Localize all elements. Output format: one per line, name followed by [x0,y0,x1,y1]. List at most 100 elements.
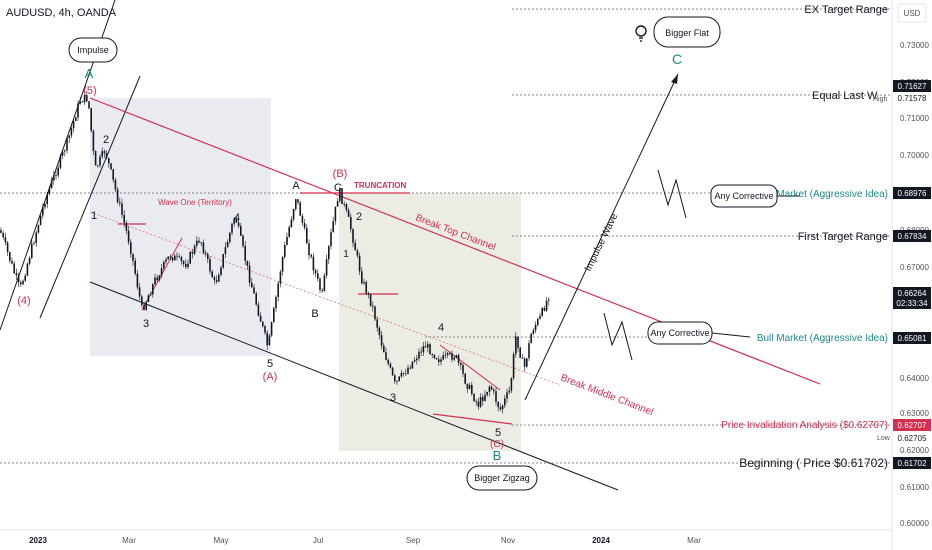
price-tag-bg [893,432,931,444]
candle-body [361,271,363,284]
candle-body [72,121,75,129]
candle-body [193,245,196,254]
candle-body [482,397,484,401]
candle-body [449,352,451,354]
candle-body [402,372,405,374]
candle-body [125,222,128,231]
candle-body [66,138,68,151]
candle-body [508,390,510,393]
candle-body [141,296,143,305]
candle-body [356,250,359,256]
candle-body [134,260,136,274]
candle-body [101,151,103,157]
candle-body [321,289,323,291]
correction-zone [339,193,521,451]
candle-body [328,246,330,260]
candle-body [435,358,438,360]
candle-body [253,287,255,294]
time-tick: Jul [313,536,323,545]
candle-body [0,230,2,233]
candle-body [407,367,409,374]
candle-body [310,254,312,257]
price-tag-bg [893,419,931,431]
candle-body [429,344,431,355]
candle-body [68,135,70,139]
candle-body [59,155,62,168]
invalidation-ray [432,413,513,425]
candle-body [174,255,176,261]
currency-button-box[interactable] [897,3,927,23]
beginning-label: Beginning ( Price $0.61702) [739,456,888,470]
candle-body [92,130,95,152]
candle-body [457,355,460,364]
candle-body [376,319,378,328]
first-target-label: First Target Range [798,231,888,243]
time-tick: Sep [406,536,421,545]
candle-body [424,346,427,348]
candle-body [53,174,55,181]
wave-label: 3 [143,318,149,330]
candle-body [44,204,46,208]
currency-button[interactable]: USD [904,9,921,18]
time-tick: Mar [687,536,701,545]
candle-body [545,300,548,311]
time-tick: May [213,536,228,545]
time-tick: 2023 [29,536,47,545]
candle-body [319,278,321,290]
candle-body [70,128,73,136]
candle-body [211,271,213,278]
candle-body [218,274,220,282]
candle-body [99,156,101,166]
bull-market-label: Bull Market (Aggressive Idea) [757,333,888,344]
candle-body [383,345,385,353]
candle-body [468,384,471,389]
candle-body [262,321,264,327]
candle-body [169,256,172,258]
candle-body [270,322,273,336]
candle-body [246,260,249,266]
candle-body [495,391,497,402]
candle-body [215,279,218,282]
low-label: Low [877,435,891,442]
price-tag: 0.66264 [898,289,927,298]
lower-channel-line [89,281,619,491]
candle-body [240,226,242,236]
candle-body [499,407,502,410]
price-tag-bg [893,297,931,309]
candle-body [28,257,31,264]
svg-text:Bigger Flat: Bigger Flat [665,28,709,38]
price-tick: 0.61000 [900,483,929,492]
wave-label: A [85,66,94,81]
candle-body [528,343,530,359]
candle-body [517,336,519,348]
price-tag-bg [893,332,931,344]
svg-text:Any Corrective: Any Corrective [714,191,773,201]
price-tag-bg [893,457,931,469]
candle-body [301,215,304,223]
candle-body [444,354,447,356]
impulse-channel-upper [39,75,141,319]
time-axis[interactable]: 2023 Mar May Jul Sep Nov 2024 Mar [29,536,701,545]
candle-body [352,229,354,243]
candle-body [281,256,284,272]
candle-body [55,174,57,176]
candle-body [347,210,350,217]
candle-body [110,163,112,170]
candle-body [493,389,495,392]
candle-body [17,275,20,283]
candle-body [290,219,293,228]
candle-body [248,265,251,283]
candle-body [486,391,488,395]
candle-body [512,354,515,379]
wave-label: C [334,182,342,194]
price-axis[interactable]: 0.730000.720000.710000.700000.680000.670… [900,41,929,528]
candle-body [442,355,444,360]
candle-body [222,253,224,268]
candle-body [288,227,290,237]
candle-body [154,277,156,285]
candle-body [420,351,422,353]
candle-body [446,352,449,355]
horizontal-levels [0,8,892,464]
candle-body [413,360,416,362]
